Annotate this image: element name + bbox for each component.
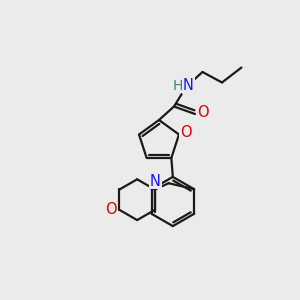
Text: N: N xyxy=(150,174,161,189)
Text: O: O xyxy=(105,202,117,217)
Text: O: O xyxy=(180,125,192,140)
Text: N: N xyxy=(183,78,194,93)
Text: H: H xyxy=(172,79,183,92)
Text: O: O xyxy=(198,105,209,120)
